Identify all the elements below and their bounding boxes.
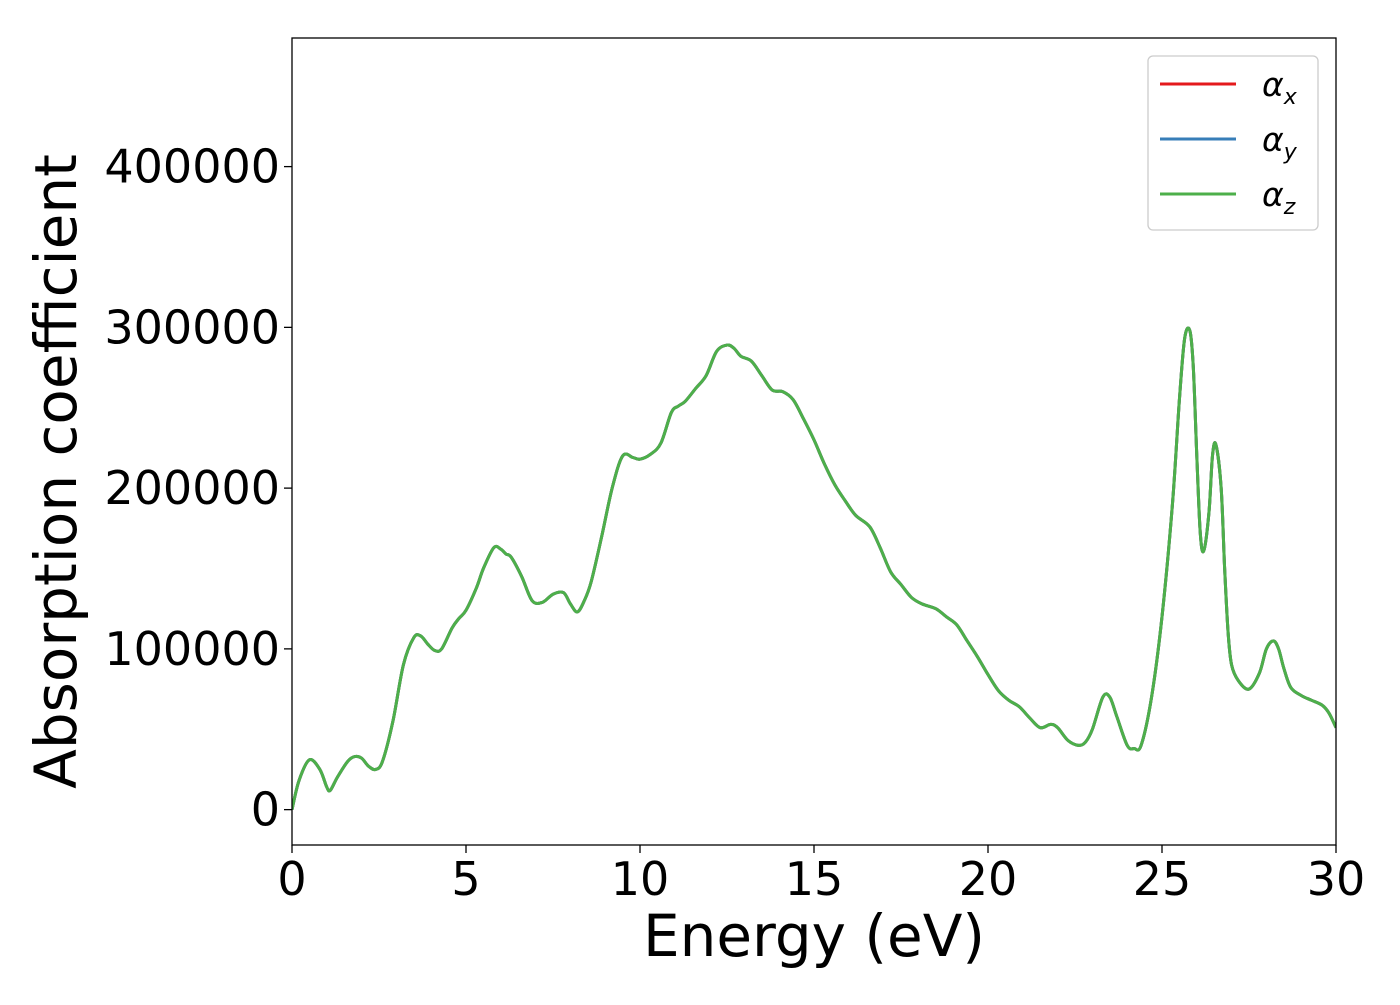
y-tick-label: 0 [251, 783, 280, 837]
legend-label: αz [1262, 175, 1296, 220]
axes-layer: 0 5 10 15 20 25 30 0 100000 200000 300000 400000 Ene… [22, 37, 1366, 970]
x-tick-label: 5 [451, 852, 480, 906]
y-tick-label: 300000 [104, 300, 280, 354]
legend-label: αx [1262, 65, 1298, 110]
legend-label: αy [1262, 120, 1298, 165]
series-layer [292, 326, 1336, 810]
legend: αx αy αz [1147, 55, 1319, 231]
x-tick-label: 0 [277, 852, 306, 906]
x-tick-label: 25 [1133, 852, 1192, 906]
x-axis-label: Energy (eV) [643, 902, 985, 970]
x-tick-label: 20 [959, 852, 1018, 906]
y-tick-label: 400000 [104, 140, 280, 194]
legend-box [1147, 55, 1319, 231]
y-tick-label: 100000 [104, 622, 280, 676]
y-axis-label: Absorption coefficient [22, 154, 90, 789]
series-line-alpha-z [292, 326, 1336, 810]
x-tick-label: 15 [785, 852, 844, 906]
x-tick-label: 10 [611, 852, 670, 906]
y-tick-label: 200000 [104, 461, 280, 515]
x-tick-label: 30 [1307, 852, 1366, 906]
